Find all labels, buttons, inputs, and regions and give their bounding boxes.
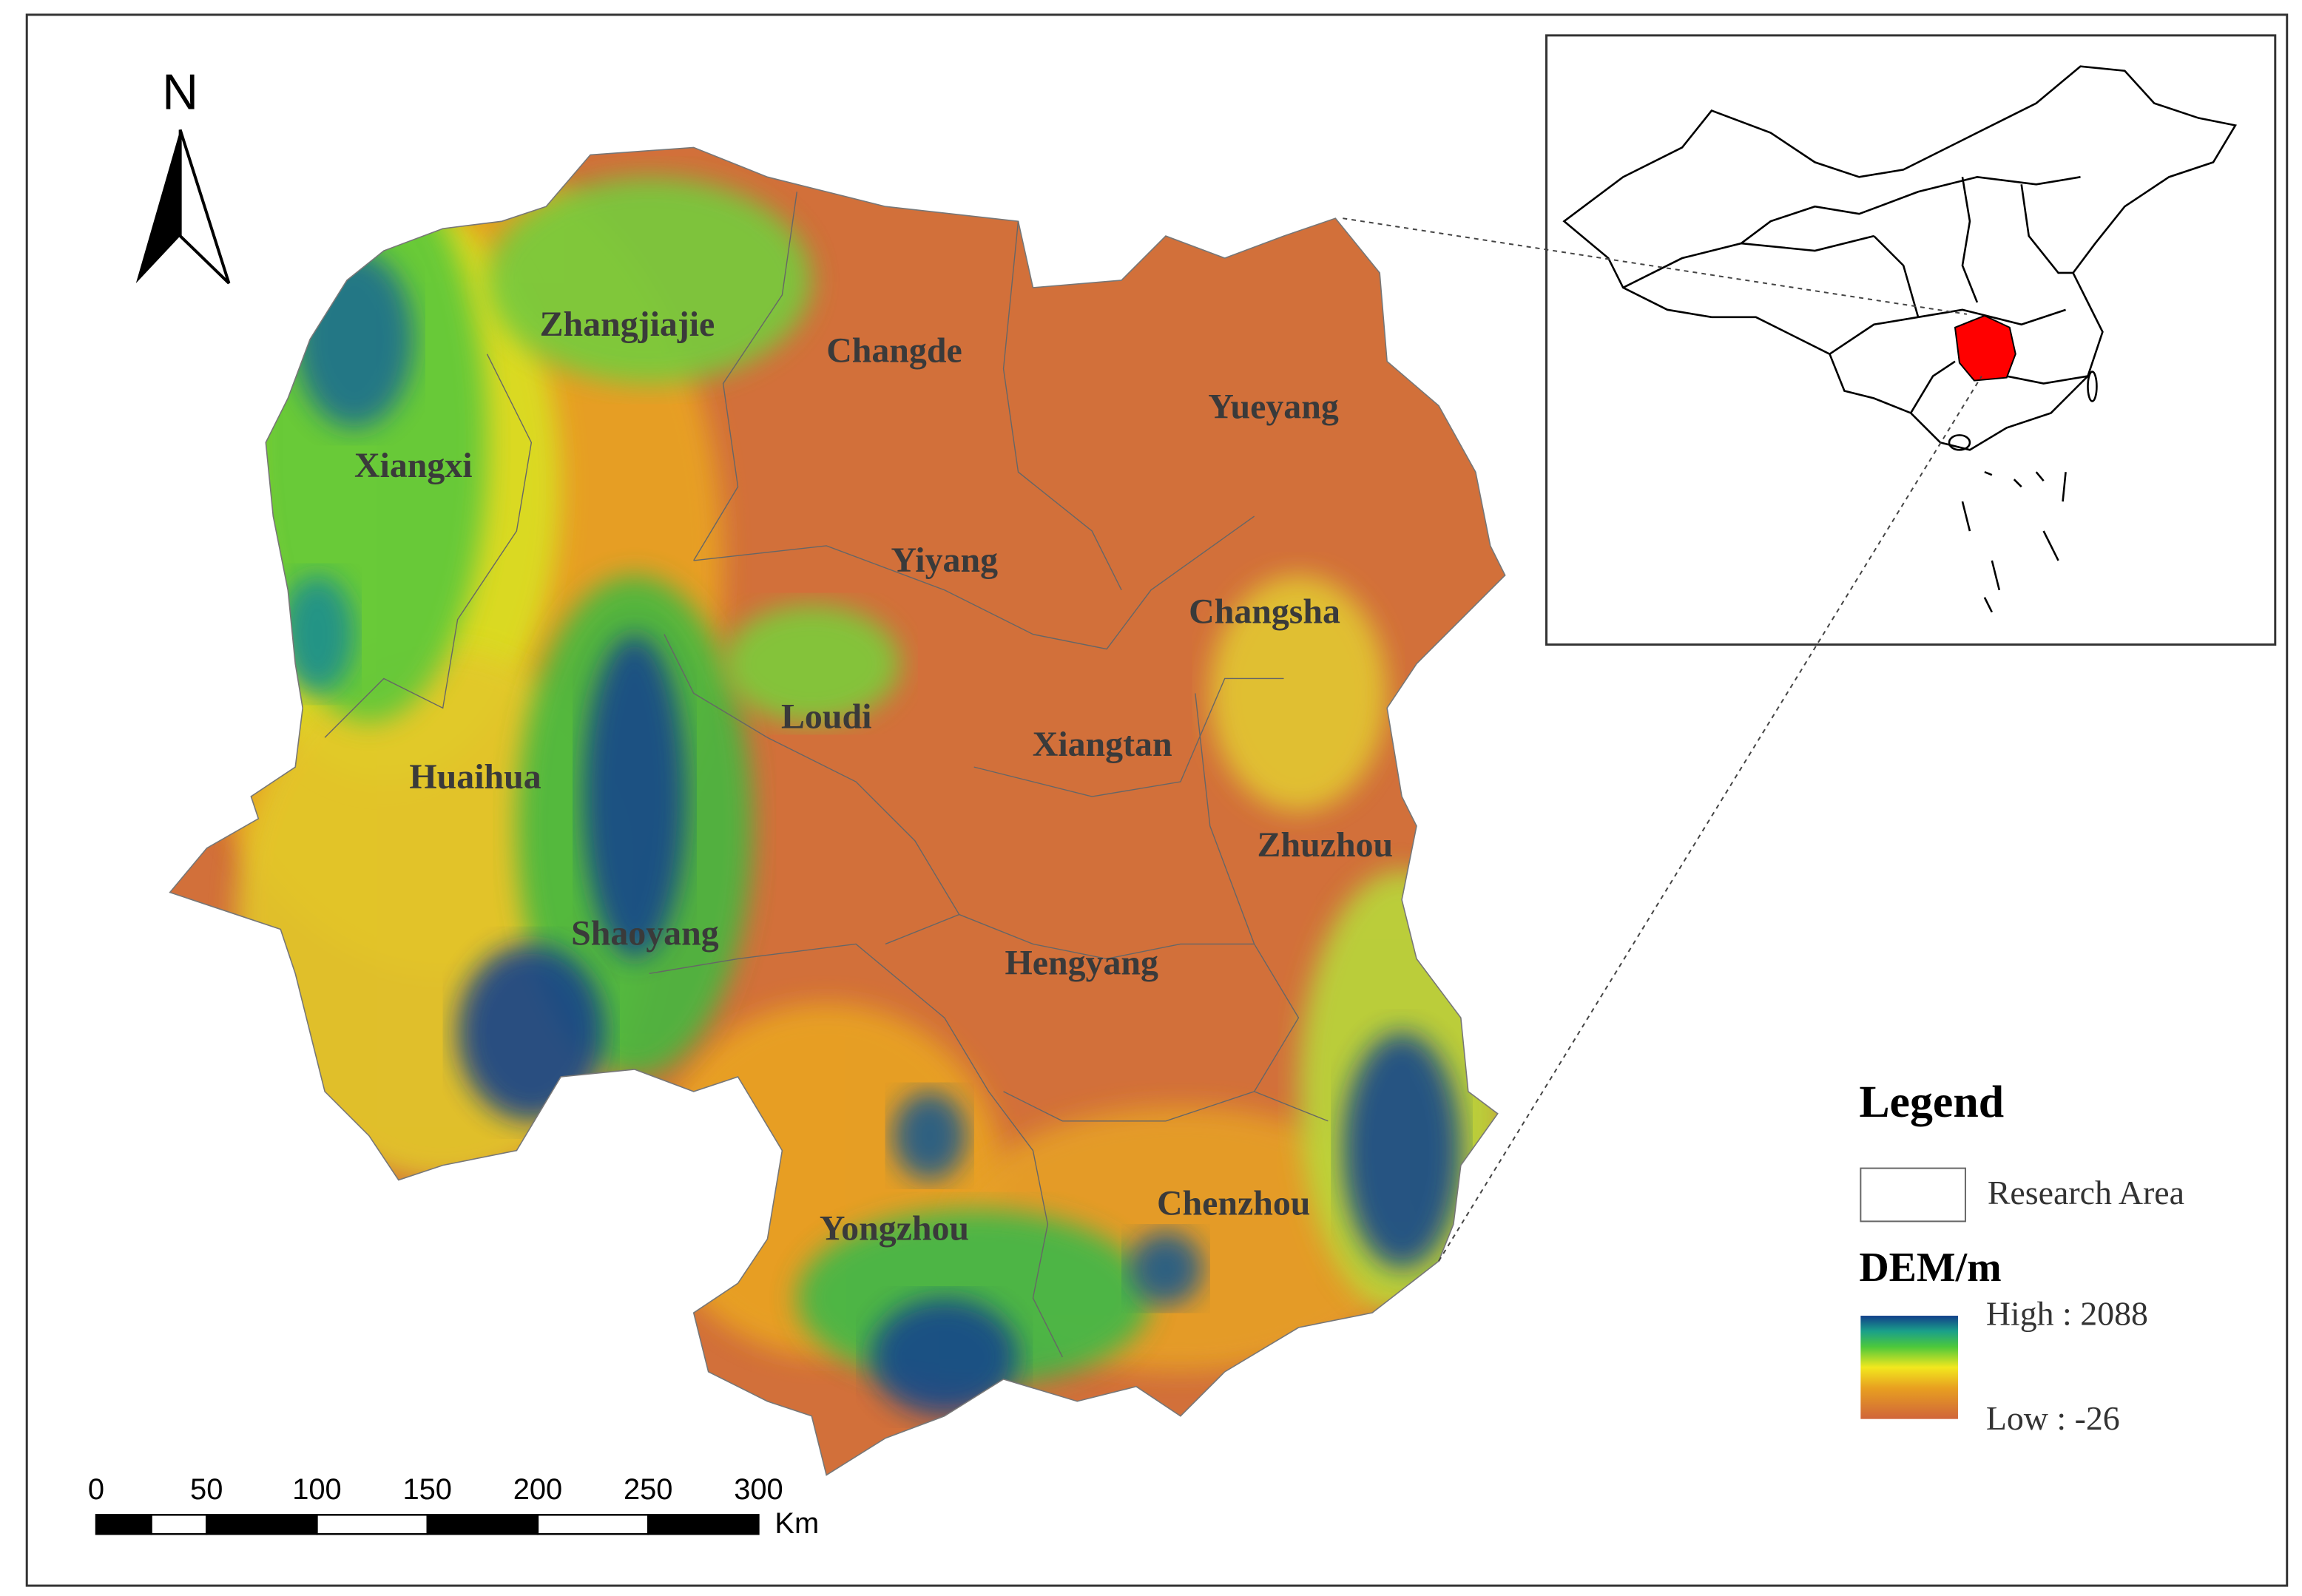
- scale-tick-label: 50: [190, 1473, 223, 1506]
- frame: [25, 13, 2289, 1587]
- north-arrow-right: [178, 129, 231, 285]
- elevation-zone: [723, 604, 900, 723]
- scale-unit: Km: [774, 1507, 819, 1540]
- elevation-zone: [457, 944, 606, 1121]
- china-map: [1562, 65, 2237, 613]
- scale-tick-label: 0: [88, 1473, 104, 1506]
- research-area-label: Research Area: [1988, 1174, 2184, 1211]
- scale-tick-label: 100: [292, 1473, 342, 1506]
- scale-tick-label: 150: [402, 1473, 452, 1506]
- region-label: Shaoyang: [571, 913, 719, 953]
- scale-segment: [536, 1514, 649, 1535]
- region-label: Loudi: [781, 697, 871, 736]
- elevation-zone: [583, 634, 686, 959]
- scale-tick-label: 200: [513, 1473, 563, 1506]
- scale-tick-label: 300: [734, 1473, 783, 1506]
- inset-frame: [1545, 34, 2277, 646]
- region-label: Xiangtan: [1033, 725, 1172, 764]
- district-boundaries: [324, 192, 1329, 1358]
- region-label: Xiangxi: [354, 446, 473, 485]
- hunan-highlight: [1954, 314, 2016, 382]
- region-label: Zhuzhou: [1258, 825, 1394, 865]
- dem-low-label: Low : -26: [1986, 1399, 2120, 1437]
- region-labels: Zhangjiajie Changde Yueyang Xiangxi Yiyang Ch…: [354, 305, 1393, 1248]
- elevation-zone: [1343, 1032, 1461, 1269]
- elevation-zone: [295, 251, 414, 428]
- scale-segment: [316, 1514, 428, 1535]
- north-arrow-left: [135, 129, 180, 283]
- elevation-zone: [1209, 575, 1388, 811]
- scale-segment: [647, 1514, 760, 1535]
- elevation-zone: [280, 575, 354, 694]
- region-label: Hengyang: [1005, 943, 1158, 982]
- north-label: N: [162, 65, 198, 121]
- region-label: Huaihua: [409, 757, 541, 797]
- elevation-zone: [892, 1091, 967, 1180]
- region-label: Yueyang: [1208, 387, 1339, 426]
- region-label: Yiyang: [891, 541, 999, 580]
- region-label: Yongzhou: [820, 1208, 969, 1248]
- scale-tick-label: 250: [624, 1473, 673, 1506]
- legend-title: Legend: [1859, 1077, 2004, 1127]
- dem-high-label: High : 2088: [1986, 1295, 2148, 1333]
- dem-color-ramp: [1860, 1316, 1958, 1419]
- elevation-zone: [871, 1298, 1019, 1416]
- scale-segment: [150, 1514, 208, 1535]
- region-label: Zhangjiajie: [540, 305, 715, 344]
- research-area-swatch: [1860, 1167, 1966, 1223]
- scale-segment: [95, 1514, 152, 1535]
- elevation-zone: [1129, 1231, 1203, 1306]
- scale-segment: [426, 1514, 539, 1535]
- elevation-zone: [487, 177, 812, 384]
- leader-line: [1343, 217, 1968, 315]
- elevation-zone: [251, 162, 487, 723]
- scale-segment: [206, 1514, 318, 1535]
- region-label: Changsha: [1189, 592, 1340, 632]
- region-label: Changde: [826, 331, 962, 371]
- dem-title: DEM/m: [1859, 1245, 2001, 1291]
- province-outline: [169, 146, 1506, 1476]
- region-label: Chenzhou: [1157, 1183, 1310, 1223]
